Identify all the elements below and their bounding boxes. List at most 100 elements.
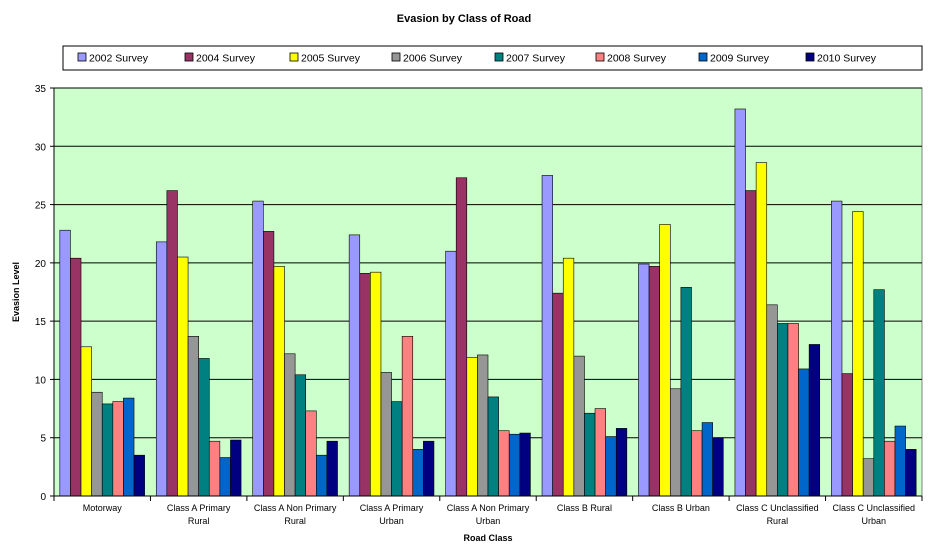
y-tick-label: 25 bbox=[35, 201, 47, 212]
legend-label: 2007 Survey bbox=[506, 53, 566, 65]
bar bbox=[305, 410, 317, 497]
bar bbox=[466, 356, 478, 497]
bar bbox=[477, 354, 489, 497]
bar bbox=[573, 355, 585, 497]
bar bbox=[59, 229, 71, 497]
bar bbox=[669, 388, 682, 497]
bar bbox=[133, 454, 145, 497]
x-tick-label: Class A Non Primary Rural bbox=[254, 503, 337, 526]
bar bbox=[123, 397, 135, 497]
bar bbox=[370, 271, 382, 497]
legend-label: 2008 Survey bbox=[607, 53, 667, 65]
bar bbox=[777, 323, 789, 497]
legend-box bbox=[62, 45, 923, 71]
bar bbox=[316, 454, 328, 497]
y-tick-label: 15 bbox=[35, 317, 47, 328]
bar bbox=[519, 432, 531, 497]
x-tick-label: Motorway bbox=[83, 503, 123, 513]
bar bbox=[273, 266, 285, 497]
x-tick-label: Class A Primary Rural bbox=[167, 503, 231, 526]
bar bbox=[766, 304, 778, 497]
legend-label: 2010 Survey bbox=[817, 53, 877, 65]
bar bbox=[91, 391, 103, 497]
x-axis-label: Road Class bbox=[463, 533, 512, 543]
bar bbox=[873, 289, 885, 497]
bar bbox=[294, 374, 307, 497]
bar bbox=[423, 440, 435, 497]
bar bbox=[852, 211, 864, 497]
bar bbox=[208, 440, 221, 497]
bar bbox=[391, 401, 403, 497]
bar bbox=[219, 457, 231, 497]
bar bbox=[155, 241, 168, 497]
bar bbox=[70, 257, 82, 497]
bar bbox=[187, 335, 199, 497]
x-tick-label: Class B Rural bbox=[557, 503, 612, 513]
bar bbox=[862, 458, 875, 497]
bar bbox=[326, 440, 338, 497]
bar bbox=[284, 353, 296, 497]
x-tick-label: Class C Unclassified Urban bbox=[833, 503, 916, 526]
bar bbox=[712, 437, 724, 497]
x-tick-label: Class B Urban bbox=[652, 503, 710, 513]
legend-label: 2006 Survey bbox=[403, 53, 463, 65]
bar bbox=[691, 430, 703, 497]
bar bbox=[508, 433, 521, 497]
y-tick-label: 20 bbox=[35, 259, 47, 270]
bar bbox=[401, 335, 414, 497]
bar bbox=[177, 256, 189, 497]
legend-swatch bbox=[289, 52, 299, 62]
bar bbox=[798, 368, 810, 497]
bar bbox=[498, 430, 510, 497]
bar bbox=[701, 422, 713, 497]
bar bbox=[455, 177, 468, 497]
x-tick-label: Class A Non Primary Urban bbox=[447, 503, 530, 526]
legend-label: 2002 Survey bbox=[89, 53, 149, 65]
bar bbox=[380, 372, 392, 497]
legend-swatch bbox=[698, 52, 708, 62]
bar bbox=[263, 231, 275, 497]
bar bbox=[359, 273, 371, 497]
bar bbox=[894, 425, 906, 497]
bar bbox=[252, 200, 264, 497]
y-tick-label: 10 bbox=[35, 375, 47, 386]
bar bbox=[841, 373, 853, 497]
legend-swatch bbox=[595, 52, 605, 62]
legend-label: 2005 Survey bbox=[301, 53, 361, 65]
legend-label: 2004 Survey bbox=[196, 53, 256, 65]
bar bbox=[787, 323, 799, 497]
chart-title: Evasion by Class of Road bbox=[397, 13, 531, 25]
legend-swatch bbox=[184, 52, 194, 62]
bar bbox=[348, 234, 361, 497]
bar bbox=[615, 428, 628, 497]
bar bbox=[562, 257, 575, 497]
bar bbox=[412, 449, 424, 497]
bar bbox=[487, 396, 499, 497]
bar bbox=[101, 403, 114, 497]
bar bbox=[198, 358, 210, 497]
bar bbox=[584, 412, 596, 497]
legend-swatch bbox=[494, 52, 504, 62]
bar bbox=[605, 436, 617, 497]
bar bbox=[638, 263, 650, 497]
y-tick-label: 5 bbox=[40, 434, 46, 445]
y-axis-label: Evasion Level bbox=[11, 262, 21, 322]
y-tick-labels: 0 5 10 15 20 25 30 35 bbox=[35, 84, 47, 503]
bar bbox=[905, 449, 917, 497]
y-tick-label: 35 bbox=[35, 84, 47, 95]
legend-swatch bbox=[77, 52, 87, 62]
bar bbox=[755, 162, 768, 497]
bar bbox=[230, 439, 242, 497]
bar bbox=[80, 346, 92, 497]
x-tick-labels: Motorway Class A Primary Rural Class A Non … bbox=[83, 503, 915, 526]
bar bbox=[648, 266, 660, 497]
bar bbox=[166, 190, 178, 497]
legend-swatch bbox=[805, 52, 815, 62]
bar bbox=[734, 108, 746, 497]
bar bbox=[552, 292, 564, 497]
legend-swatch bbox=[391, 52, 401, 62]
bar bbox=[831, 200, 843, 497]
bar bbox=[112, 401, 124, 497]
bar bbox=[884, 440, 896, 497]
